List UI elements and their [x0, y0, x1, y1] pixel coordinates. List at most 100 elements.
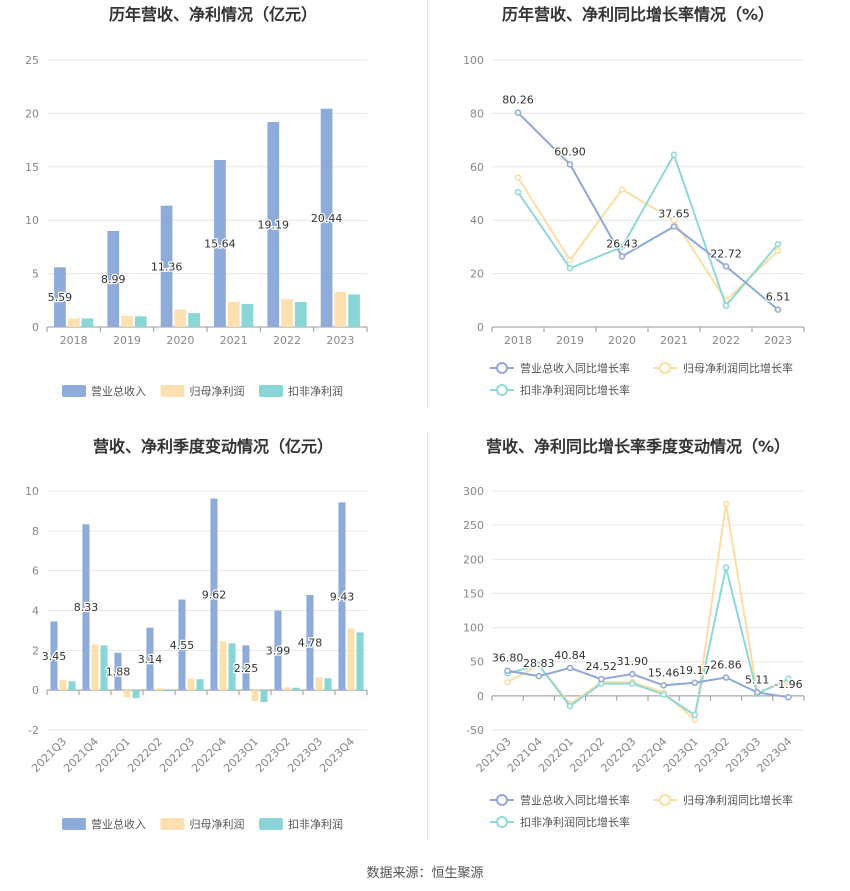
- bar: [91, 644, 99, 691]
- chart-annual-amounts: 历年营收、净利情况（亿元） 0 5 10 15 20 25 2018 2019 2020 2021 2…: [25, 5, 368, 398]
- data-point: [660, 691, 667, 698]
- legend-swatch-marker: [659, 362, 671, 374]
- data-point: [514, 174, 522, 181]
- legend-swatch-marker: [496, 384, 508, 396]
- data-label: 5.59: [48, 291, 73, 304]
- legend-label: 扣非净利润同比增长率: [520, 383, 630, 397]
- data-label: 20.44: [311, 212, 343, 225]
- bar: [306, 594, 314, 691]
- bar: [54, 267, 66, 327]
- x-tick-label: 2021: [220, 334, 248, 347]
- bar: [338, 502, 346, 691]
- data-label: 1.88: [106, 665, 131, 678]
- data-label: 80.26: [502, 94, 534, 107]
- x-tick-label: 2023: [326, 334, 354, 347]
- x-tick-label: 2023: [764, 334, 792, 347]
- x-tick-label: 2023Q4: [317, 735, 357, 775]
- data-point: [753, 689, 761, 696]
- y-tick-label: 20: [470, 268, 484, 281]
- data-point: [785, 693, 792, 701]
- legend-label: 营业总收入: [91, 817, 146, 831]
- y-tick-label: 250: [463, 519, 484, 532]
- bar: [100, 645, 108, 691]
- bar: [274, 610, 282, 691]
- data-label: 3.14: [138, 653, 163, 666]
- y-tick-label: 4: [32, 605, 39, 618]
- data-label: 8.33: [74, 601, 99, 614]
- chart-quarterly-growth: 营收、净利同比增长率季度变动情况（%） -50 0 50 100 150 200 250 300…: [463, 437, 805, 829]
- bar: [356, 632, 364, 691]
- bar: [164, 690, 172, 692]
- bar: [228, 643, 236, 691]
- series-line: [507, 567, 789, 717]
- data-point: [504, 667, 511, 674]
- data-point: [774, 247, 782, 255]
- bar: [283, 687, 291, 691]
- bar: [121, 315, 133, 327]
- y-tick-label: 20: [25, 107, 39, 120]
- y-tick-label: 10: [25, 485, 39, 498]
- data-label: 24.52: [585, 660, 617, 673]
- legend-label: 归母净利润: [190, 817, 245, 831]
- legend-label: 归母净利润同比增长率: [683, 793, 793, 807]
- bar: [160, 205, 173, 327]
- data-point: [566, 161, 574, 168]
- bar: [242, 645, 250, 691]
- data-label: 3.45: [42, 650, 67, 663]
- bar: [334, 291, 347, 327]
- y-tick-label: 0: [32, 321, 39, 334]
- bar: [123, 690, 131, 698]
- bar: [107, 230, 120, 327]
- data-point: [670, 223, 678, 230]
- bar: [347, 628, 355, 691]
- chart-title: 营收、净利季度变动情况（亿元）: [93, 437, 333, 456]
- data-label: 19.19: [258, 219, 290, 232]
- bar: [134, 316, 147, 327]
- y-tick-label: 5: [32, 268, 39, 281]
- legend-swatch-marker: [659, 794, 671, 806]
- y-tick-label: 6: [32, 565, 39, 578]
- data-point: [618, 243, 626, 251]
- bar: [214, 159, 226, 327]
- data-label: 15.46: [648, 666, 680, 679]
- legend-label: 营业总收入: [91, 384, 146, 398]
- legend-swatch: [62, 385, 86, 397]
- bar: [210, 498, 218, 691]
- x-tick-label: 2023Q4: [754, 735, 794, 775]
- data-source-note: 数据来源：恒生聚源: [366, 866, 484, 881]
- data-label: 3.99: [266, 644, 291, 657]
- y-tick-label: 25: [25, 54, 39, 67]
- data-point: [618, 186, 626, 193]
- y-tick-label: 200: [463, 553, 484, 566]
- bar: [174, 309, 187, 327]
- series-line: [517, 111, 779, 311]
- bar: [241, 304, 254, 327]
- y-tick-label: 10: [25, 214, 39, 227]
- legend-label: 营业总收入同比增长率: [520, 361, 630, 375]
- legend-swatch: [160, 818, 185, 830]
- data-label: 31.90: [617, 655, 649, 668]
- bar: [155, 688, 163, 691]
- y-tick-label: 150: [463, 587, 484, 600]
- bar: [132, 690, 140, 699]
- data-point: [514, 109, 522, 116]
- data-point: [514, 188, 522, 196]
- y-tick-label: 300: [463, 485, 484, 498]
- data-point: [691, 679, 699, 687]
- data-label: 26.86: [710, 659, 742, 672]
- data-label: 4.78: [298, 637, 323, 650]
- data-point: [535, 672, 543, 680]
- chart-title: 历年营收、净利同比增长率情况（%）: [502, 5, 774, 24]
- y-tick-label: 50: [470, 656, 484, 669]
- data-point: [691, 711, 699, 719]
- bar: [50, 621, 58, 691]
- legend-swatch-marker: [496, 816, 508, 828]
- bar: [251, 690, 259, 702]
- bar: [348, 294, 360, 327]
- bar: [315, 677, 323, 691]
- chart-quarterly-amounts: 营收、净利季度变动情况（亿元）-202468102021Q32021Q42022…: [25, 437, 368, 831]
- data-label: 40.84: [554, 649, 586, 662]
- bar: [114, 652, 122, 691]
- data-label: 37.65: [658, 207, 690, 220]
